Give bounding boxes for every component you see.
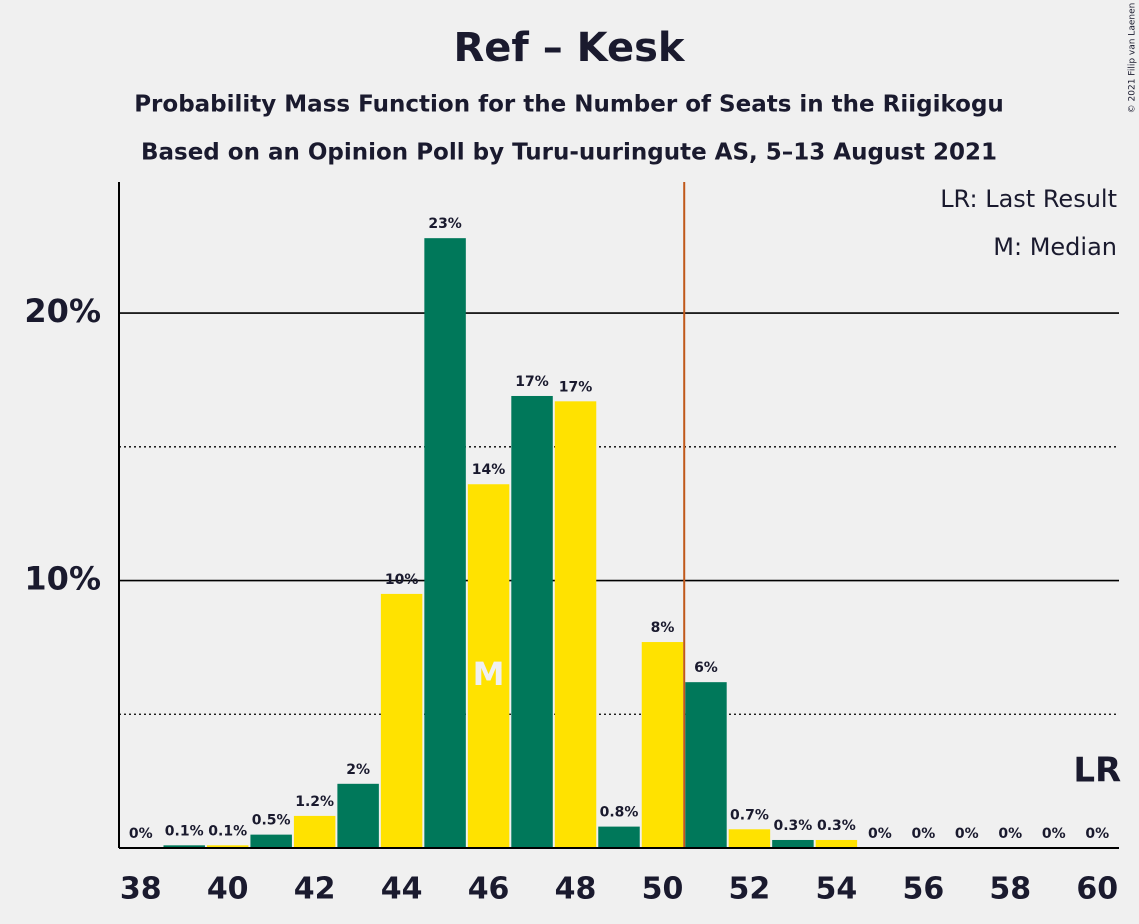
- legend-entry: M: Median: [993, 233, 1117, 261]
- bar: [598, 826, 640, 848]
- copyright: © 2021 Filip van Laenen: [1128, 3, 1138, 114]
- bar: [815, 839, 858, 848]
- x-tick-label: 50: [642, 872, 684, 907]
- value-label: 0.8%: [600, 805, 639, 821]
- value-label: 0%: [955, 826, 979, 842]
- value-label: 23%: [428, 216, 462, 232]
- bar: [554, 401, 597, 848]
- bar: [772, 839, 814, 848]
- chart-title: Ref – Kesk: [453, 25, 685, 71]
- bar: [424, 238, 466, 848]
- x-tick-label: 54: [816, 872, 858, 907]
- x-tick-label: 42: [294, 872, 336, 907]
- value-label: 6%: [694, 660, 718, 676]
- value-label: 0%: [129, 826, 153, 842]
- value-label: 0%: [911, 826, 935, 842]
- chart-subtitle: Based on an Opinion Poll by Turu-uuringu…: [141, 140, 997, 166]
- x-tick-label: 46: [468, 872, 510, 907]
- bar: [293, 815, 336, 848]
- value-label: 1.2%: [295, 794, 334, 810]
- legend-entry: LR: Last Result: [940, 185, 1117, 213]
- x-tick-label: 44: [381, 872, 423, 907]
- bar: [728, 829, 771, 848]
- bar: [337, 783, 379, 848]
- x-tick-label: 56: [902, 872, 944, 907]
- bar: [206, 845, 249, 848]
- value-label: 14%: [472, 462, 506, 478]
- bar: [511, 395, 553, 848]
- y-tick-label: 20%: [24, 292, 101, 330]
- value-label: 17%: [515, 374, 549, 390]
- x-tick-label: 52: [729, 872, 771, 907]
- bar: [467, 484, 510, 848]
- y-tick-label: 10%: [24, 560, 101, 598]
- value-label: 0.7%: [730, 807, 769, 823]
- x-tick-label: 60: [1076, 872, 1118, 907]
- x-tick-label: 38: [120, 872, 162, 907]
- value-label: 0%: [998, 826, 1022, 842]
- x-tick-label: 48: [555, 872, 597, 907]
- bar: [685, 682, 727, 848]
- value-label: 0.1%: [208, 823, 247, 839]
- value-label: 0%: [1042, 826, 1066, 842]
- bar: [163, 845, 205, 848]
- value-label: 0.3%: [817, 818, 856, 834]
- value-label: 0%: [1085, 826, 1109, 842]
- value-label: 0.1%: [165, 823, 204, 839]
- value-label: 0%: [868, 826, 892, 842]
- chart-subtitle: Probability Mass Function for the Number…: [134, 92, 1004, 118]
- bar: [641, 642, 684, 848]
- value-label: 2%: [346, 762, 370, 778]
- value-label: 0.5%: [252, 813, 291, 829]
- value-label: 17%: [559, 379, 593, 395]
- x-tick-label: 40: [207, 872, 249, 907]
- value-label: 8%: [651, 620, 675, 636]
- bar: [250, 834, 292, 848]
- value-label: 10%: [385, 572, 419, 588]
- last-result-marker: LR: [1073, 751, 1121, 791]
- median-marker: M: [473, 655, 505, 693]
- bar: [380, 593, 423, 848]
- x-tick-label: 58: [989, 872, 1031, 907]
- value-label: 0.3%: [773, 818, 812, 834]
